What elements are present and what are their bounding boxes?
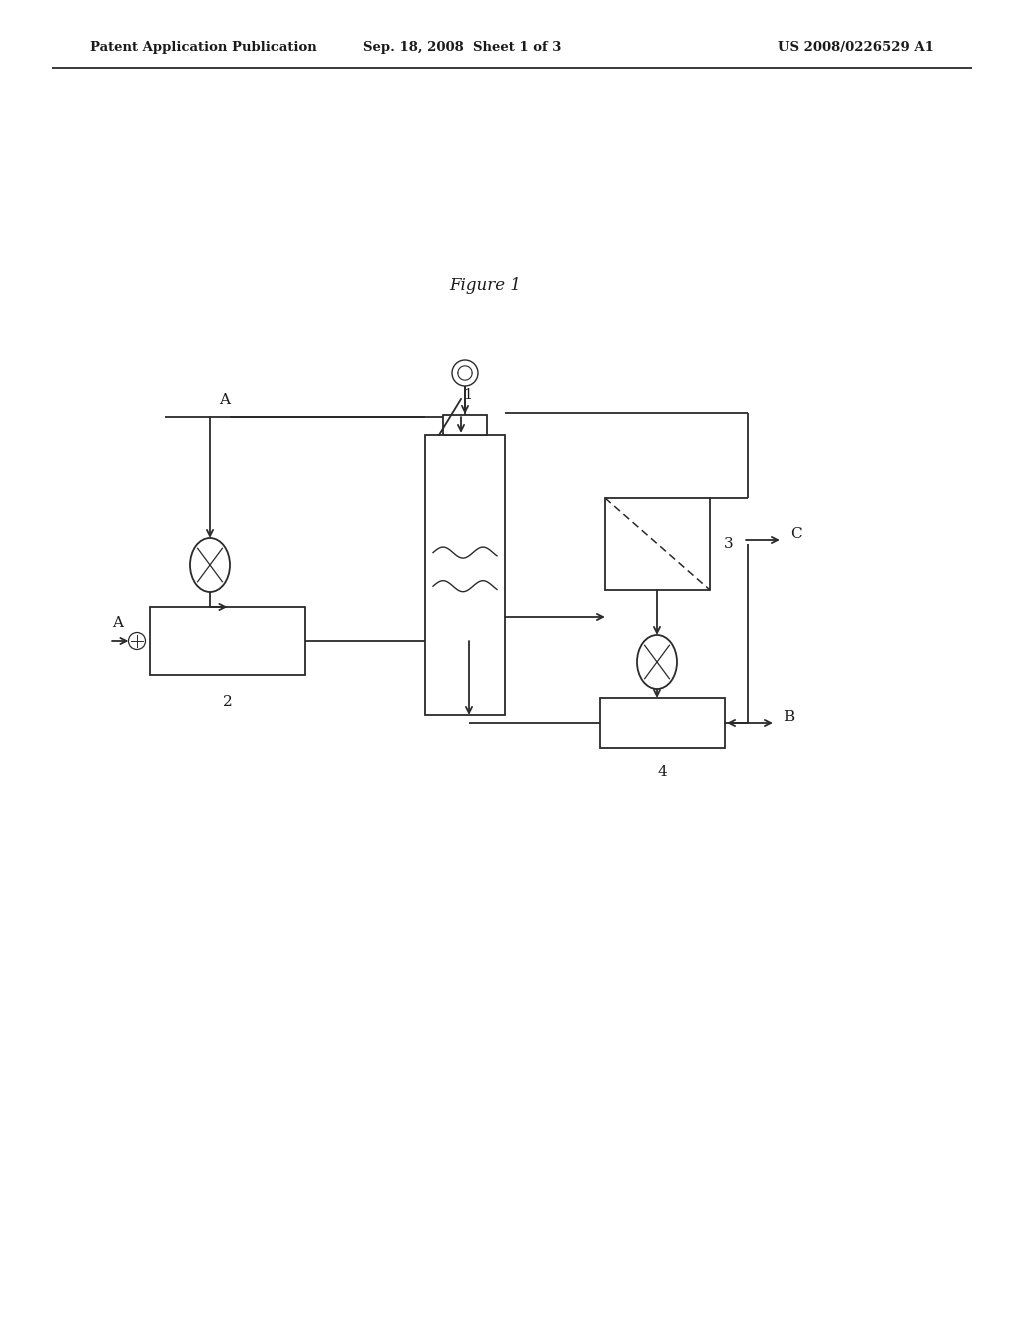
- Ellipse shape: [190, 539, 230, 591]
- Text: Sep. 18, 2008  Sheet 1 of 3: Sep. 18, 2008 Sheet 1 of 3: [362, 41, 561, 54]
- Bar: [425, 436, 505, 715]
- Text: A: A: [219, 393, 230, 407]
- Bar: [443, 414, 487, 436]
- Bar: [600, 698, 725, 748]
- Bar: [150, 607, 305, 675]
- Text: B: B: [783, 710, 795, 723]
- Text: C: C: [790, 527, 802, 541]
- Text: Patent Application Publication: Patent Application Publication: [90, 41, 316, 54]
- Text: Figure 1: Figure 1: [449, 276, 521, 293]
- Bar: [605, 498, 710, 590]
- Ellipse shape: [637, 635, 677, 689]
- Text: US 2008/0226529 A1: US 2008/0226529 A1: [778, 41, 934, 54]
- Text: 3: 3: [724, 537, 733, 550]
- Text: A: A: [113, 616, 124, 630]
- Circle shape: [128, 632, 145, 649]
- Text: 1: 1: [463, 388, 472, 403]
- Text: 2: 2: [222, 696, 232, 709]
- Text: 4: 4: [657, 766, 668, 779]
- Circle shape: [452, 360, 478, 385]
